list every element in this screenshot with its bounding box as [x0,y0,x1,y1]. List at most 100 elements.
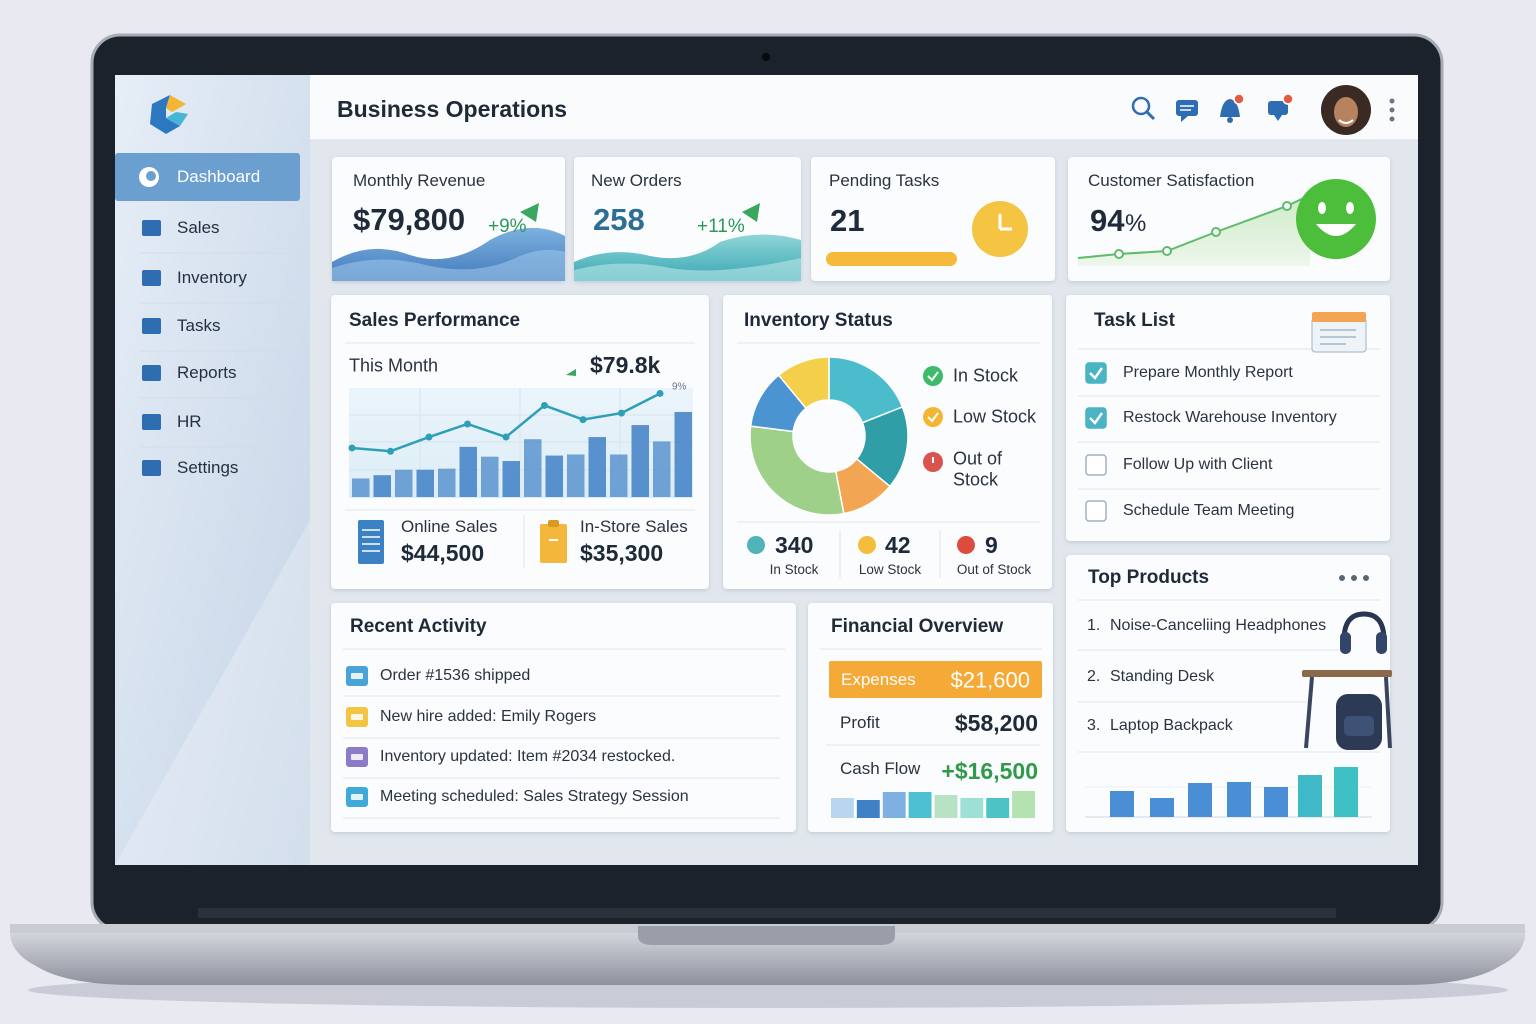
product-bar [1188,783,1212,817]
count-label: In Stock [769,562,819,578]
nav-item[interactable]: Reports [177,363,237,383]
bar [545,455,563,497]
legend-icon [923,407,943,427]
activity-text: Meeting scheduled: Sales Strategy Sessio… [380,787,689,805]
product-rank: 2. [1087,667,1101,685]
finance-bar [1012,791,1035,818]
finance-value: $58,200 [954,709,1038,736]
task-label[interactable]: Prepare Monthly Report [1123,363,1293,381]
header-icons[interactable] [1131,85,1395,135]
finance-value: $21,600 [950,667,1030,693]
nav-item[interactable]: Inventory [177,268,247,288]
kpi-decor [332,179,1376,281]
product-rank: 1. [1087,616,1101,634]
legend-glyph [927,412,939,423]
kpi-label: Monthly Revenue [353,171,486,191]
nav-item[interactable]: Settings [177,458,239,478]
finance-bar [960,798,984,818]
bar [653,441,671,497]
nav-icon [142,270,161,286]
product-name: Laptop Backpack [1110,716,1233,734]
trend-dot [541,401,548,409]
product-bar [1150,798,1174,817]
trend-dot [348,444,356,452]
finance-label: Profit [840,713,880,733]
camera [762,53,770,61]
task-label[interactable]: Follow Up with Client [1123,455,1273,473]
task-label[interactable]: Restock Warehouse Inventory [1123,408,1337,426]
kpi-label: Customer Satisfaction [1088,171,1255,191]
nav-item[interactable]: Dashboard [177,167,261,187]
kpi-value: 94 [1090,203,1125,239]
finance-bar [882,792,906,818]
count-dot [858,536,876,554]
nav-icon [142,460,161,476]
kpi-label: Pending Tasks [829,171,940,191]
bar [373,475,391,497]
nav-item[interactable]: Sales [177,218,220,238]
count-value: 9 [985,531,998,558]
activity-text: Inventory updated: Item #2034 restocked. [380,747,676,765]
bar [438,468,456,497]
kpi-label: New Orders [591,171,682,191]
count-value: 42 [885,531,911,558]
finance-bar [986,798,1010,818]
checkbox[interactable] [1085,454,1107,476]
bar [459,446,477,497]
trend-dot [502,433,510,441]
legend-icon [923,366,943,386]
task-label[interactable]: Schedule Team Meeting [1123,501,1295,519]
bar [610,454,628,497]
nav-item[interactable]: HR [177,412,202,432]
kpi-value: 21 [830,203,865,239]
donut-segment [777,356,830,410]
kpi-value: 258 [593,202,645,238]
check [1089,367,1104,380]
bar [352,478,370,497]
nav-icon [142,318,161,334]
legend-label: In Stock [953,365,1019,386]
bar [588,437,606,497]
bar [674,411,692,497]
trend-label: 9% [672,381,687,393]
bar [416,469,434,497]
card-title: Sales Performance [349,310,521,332]
count-label: Out of Stock [956,562,1032,578]
hinge [198,908,1336,918]
nav-icon [142,365,161,381]
finance-label: Cash Flow [840,759,921,779]
bar [631,425,649,497]
checkbox[interactable] [1085,407,1107,429]
nav-active [115,153,300,201]
product-bar [1334,767,1358,817]
sales-total: $79.8k [590,351,661,378]
check [1089,412,1104,425]
page-title: Business Operations [337,95,568,122]
card-title: Top Products [1088,567,1210,589]
kpi-change: +9% [488,216,527,238]
legend-label: Out of Stock [953,448,1003,489]
bar [502,461,520,497]
nav-item[interactable]: Tasks [177,316,221,336]
finance-label: Expenses [841,670,916,690]
nav-icon [142,220,161,236]
count-value: 340 [775,531,814,558]
bar [524,439,542,497]
finance-bar [934,795,958,818]
checkbox[interactable] [1085,500,1107,522]
kpi-change: +11% [697,216,745,238]
activity-text: New hire added: Emily Rogers [380,707,597,725]
trend-dot [579,416,587,424]
base-notch [638,926,895,945]
sales-label: Online Sales [401,517,498,537]
nav-icon [142,414,161,430]
product-bar [1264,787,1288,817]
bar [395,469,413,497]
nav-icon [146,171,156,181]
sales-value: $35,300 [580,539,664,566]
activity-glyph [351,794,363,800]
finance-bar [908,792,932,818]
checkbox[interactable] [1085,362,1107,384]
